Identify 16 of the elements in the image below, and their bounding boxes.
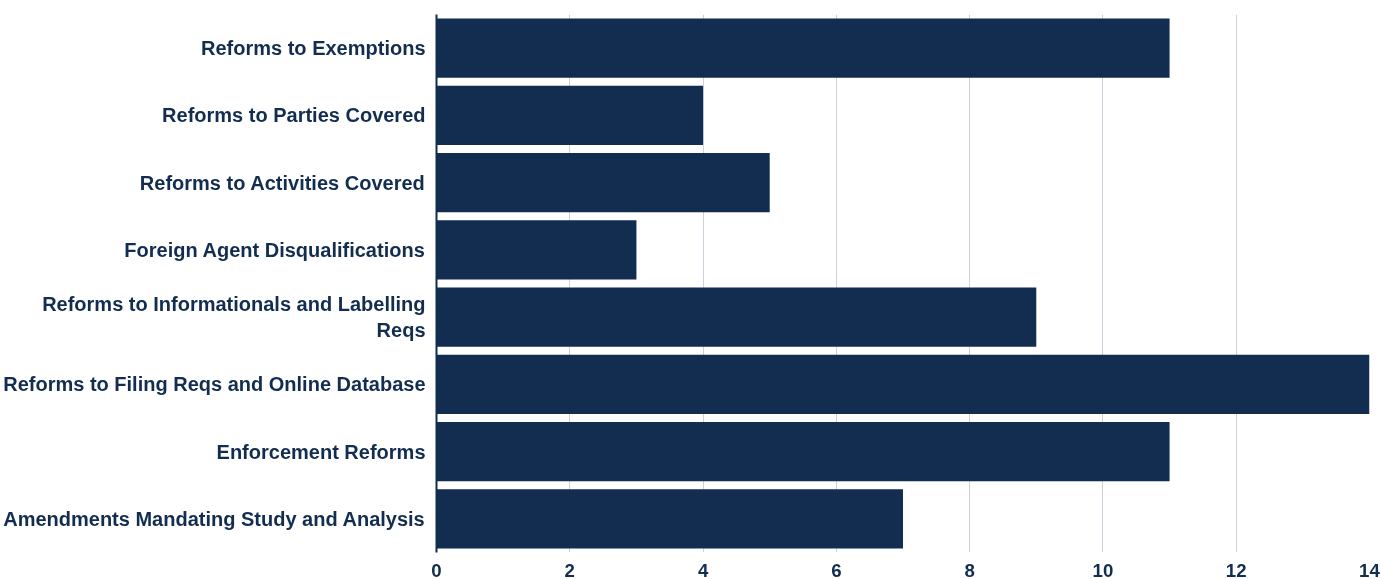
y-tick-label: Reforms to Parties Covered (162, 104, 426, 127)
x-tick-label: 2 (564, 559, 575, 579)
x-tick-label: 14 (1359, 559, 1381, 579)
x-tick-label: 0 (431, 559, 442, 579)
y-tick-label: Amendments Mandating Study and Analysis (3, 507, 425, 530)
x-tick-label: 8 (964, 559, 975, 579)
y-tick-label: Reforms to Informationals and Labelling Reqs (42, 292, 426, 342)
x-tick-label: 6 (831, 559, 842, 579)
x-tick-label: 4 (697, 559, 709, 579)
y-tick-label: Reforms to Activities Covered (139, 171, 425, 194)
y-tick-label: Foreign Agent Disqualifications (124, 238, 425, 261)
y-tick-label: Reforms to Filing Reqs and Online Database (3, 373, 426, 396)
y-tick-label: Enforcement Reforms (216, 440, 426, 463)
x-tick-label: 12 (1225, 559, 1247, 579)
x-tick-label: 10 (1092, 559, 1114, 579)
y-tick-label: Reforms to Exemptions (201, 37, 426, 60)
